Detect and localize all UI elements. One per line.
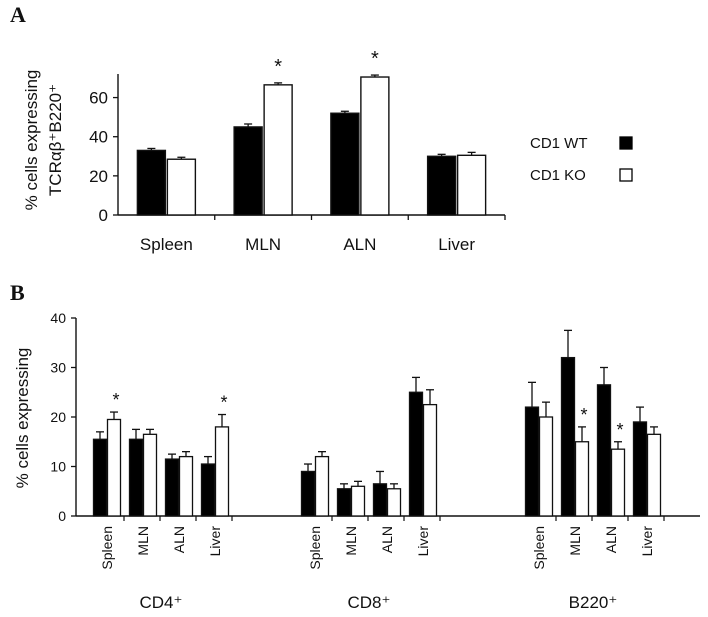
bar-ko [178,455,194,517]
legend-swatch-wt [619,136,633,150]
legend-label-wt: CD1 WT [530,135,588,152]
panel-b-category-label: ALN [603,526,619,553]
panel-a-label: A [10,2,26,27]
bar-ko [646,433,662,517]
panel-b-group-label: CD4⁺ [140,593,183,612]
panel-b-axes: 0 10 20 30 40 Spleen MLN ALN Liver CD4⁺ Spleen MLN A… [50,310,700,612]
panel-b-category-label: Liver [207,526,223,557]
legend: CD1 WT CD1 KO [530,135,633,184]
panel-b-category-label: Spleen [531,526,547,570]
bar-wt [336,488,352,517]
bar-ko [456,154,487,216]
bar-wt [300,470,316,517]
bar-ko [350,485,366,517]
bar-wt [233,126,263,216]
significance-marker: * [580,405,587,425]
panel-b-label: B [10,280,25,305]
bar-ko [142,433,158,517]
panel-a-category-label: Liver [438,235,475,254]
panel-b-ytick-label: 0 [58,508,66,524]
panel-b-bars: * * * * [92,329,662,517]
bar-wt [128,438,144,517]
panel-a-bars: * * [136,48,487,216]
panel-b-category-label: Spleen [99,526,115,570]
bar-ko [106,418,122,517]
bar-wt [524,406,540,517]
bar-ko [166,158,197,216]
panel-b-ytick-label: 40 [50,310,66,326]
panel-b-ytick-label: 20 [50,409,66,425]
panel-a-chart: A % cells expressing TCRαβ⁺B220⁺ 0 20 40 60… [10,2,633,254]
significance-marker: * [371,48,379,70]
bar-ko [574,441,590,517]
significance-marker: * [274,56,282,78]
panel-a-category-label: Spleen [140,235,193,254]
panel-b-group-label: B220⁺ [569,593,618,612]
panel-a-category-label: MLN [245,235,281,254]
panel-a-ytick-label: 20 [89,167,108,186]
legend-swatch-ko [619,168,633,182]
panel-b-category-label: ALN [171,526,187,553]
bar-ko [538,416,554,517]
panel-a-ytick-label: 40 [89,128,108,147]
bar-wt [632,421,648,517]
bar-wt [596,384,612,517]
bar-wt [200,463,216,517]
bar-wt [92,438,108,517]
significance-marker: * [616,420,623,440]
bar-ko [314,455,330,517]
bar-ko [386,488,402,517]
significance-marker: * [112,390,119,410]
bar-wt [136,149,167,216]
panel-b-category-label: MLN [567,526,583,556]
panel-b-category-label: Liver [639,526,655,557]
panel-b-chart: B % cells expressing 0 10 20 30 40 Spleen MLN A… [10,280,700,612]
panel-b-ytick-label: 30 [50,360,66,376]
panel-b-ylabel: % cells expressing [13,348,32,489]
panel-a-ytick-label: 60 [89,89,108,108]
panel-a-ylabel-line2: TCRαβ⁺B220⁺ [46,84,65,196]
panel-b-category-label: ALN [379,526,395,553]
panel-b-category-label: Spleen [307,526,323,570]
bar-wt [426,155,457,216]
bar-ko [214,426,230,517]
bar-ko [610,448,626,517]
bar-wt [330,112,360,216]
panel-b-category-label: MLN [135,526,151,556]
panel-b-category-label: MLN [343,526,359,556]
bar-wt [164,458,180,517]
significance-marker: * [220,393,227,413]
panel-a-axes: 0 20 40 60 Spleen MLN ALN Liver [89,74,506,254]
bar-ko [422,403,438,517]
bar-wt [408,391,424,517]
panel-b-category-label: Liver [415,526,431,557]
panel-a-ytick-label: 0 [99,206,108,225]
panel-b-group-label: CD8⁺ [348,593,391,612]
bar-wt [372,483,388,517]
panel-a-ylabel-line1: % cells expressing [22,70,41,211]
bar-ko [263,84,293,216]
panel-a-category-label: ALN [343,235,376,254]
bar-wt [560,356,576,517]
panel-b-ytick-label: 10 [50,459,66,475]
legend-label-ko: CD1 KO [530,167,586,184]
bar-ko [360,76,390,216]
